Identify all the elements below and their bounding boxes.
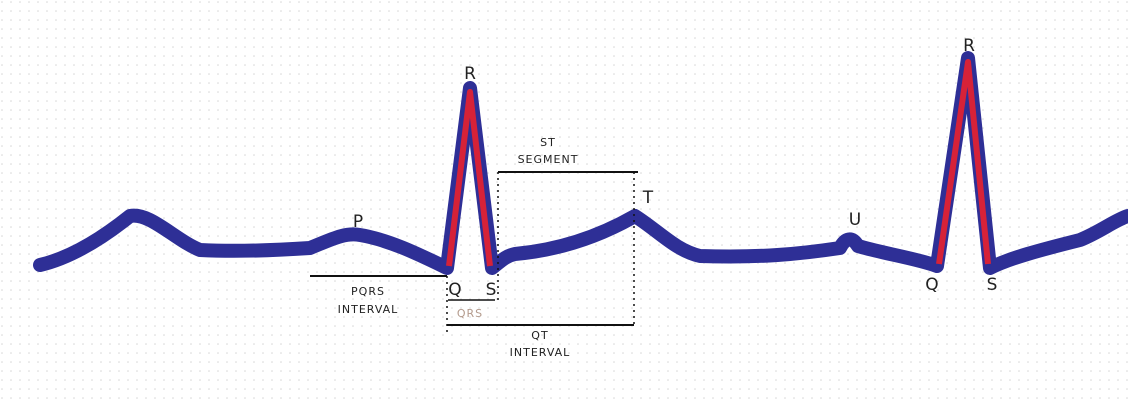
annotation: SEGMENT <box>518 153 579 166</box>
annotation: INTERVAL <box>338 303 399 316</box>
grid-background <box>0 0 1128 403</box>
wave-label: S <box>486 280 497 300</box>
annotation: ST <box>540 136 556 149</box>
annotation: QT <box>531 329 548 342</box>
wave-label: P <box>353 212 363 232</box>
ecg-diagram: RPQSTURQSQRSSTSEGMENTPQRSINTERVALQTINTER… <box>0 0 1128 403</box>
wave-label: R <box>464 64 476 84</box>
wave-label: S <box>987 275 998 295</box>
wave-label: T <box>642 188 654 208</box>
wave-label: Q <box>448 280 461 300</box>
wave-label: R <box>963 36 975 56</box>
wave-label: QRS <box>457 307 483 320</box>
annotation: PQRS <box>351 285 385 298</box>
annotation: INTERVAL <box>510 346 571 359</box>
wave-label: Q <box>925 275 938 295</box>
wave-label: U <box>849 210 861 230</box>
